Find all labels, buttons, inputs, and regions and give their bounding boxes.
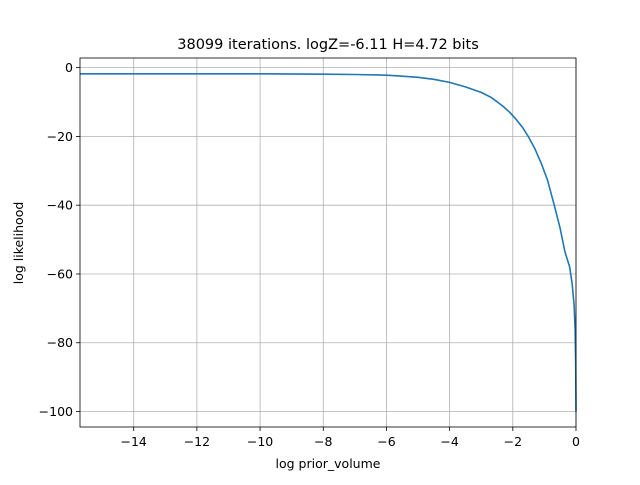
axes-frame [79,57,577,428]
y-tick-label: −40 [47,198,73,213]
y-axis-label: log likelihood [11,202,26,285]
x-tick-label: −8 [314,434,332,449]
x-axis-label: log prior_volume [276,456,381,471]
x-tick-label: −6 [377,434,395,449]
chart-title: 38099 iterations. logZ=-6.11 H=4.72 bits [177,37,479,53]
y-tick-label: 0 [65,60,73,75]
series-line [80,73,577,412]
y-axis: 0 −20 −40 −60 −80 −100 [39,60,80,419]
x-tick-label: 0 [572,434,580,449]
x-tick-label: −12 [184,434,210,449]
x-tick-label: −4 [440,434,458,449]
x-tick-label: −2 [504,434,522,449]
y-tick-label: −20 [47,129,73,144]
x-axis: −14 −12 −10 −8 −6 −4 −2 0 [121,427,580,449]
x-tick-label: −10 [247,434,273,449]
y-tick-label: −100 [39,404,73,419]
y-tick-label: −80 [47,335,73,350]
x-tick-label: −14 [121,434,147,449]
y-tick-label: −60 [47,266,73,281]
grid [80,58,577,427]
plot-line-group [80,73,577,412]
